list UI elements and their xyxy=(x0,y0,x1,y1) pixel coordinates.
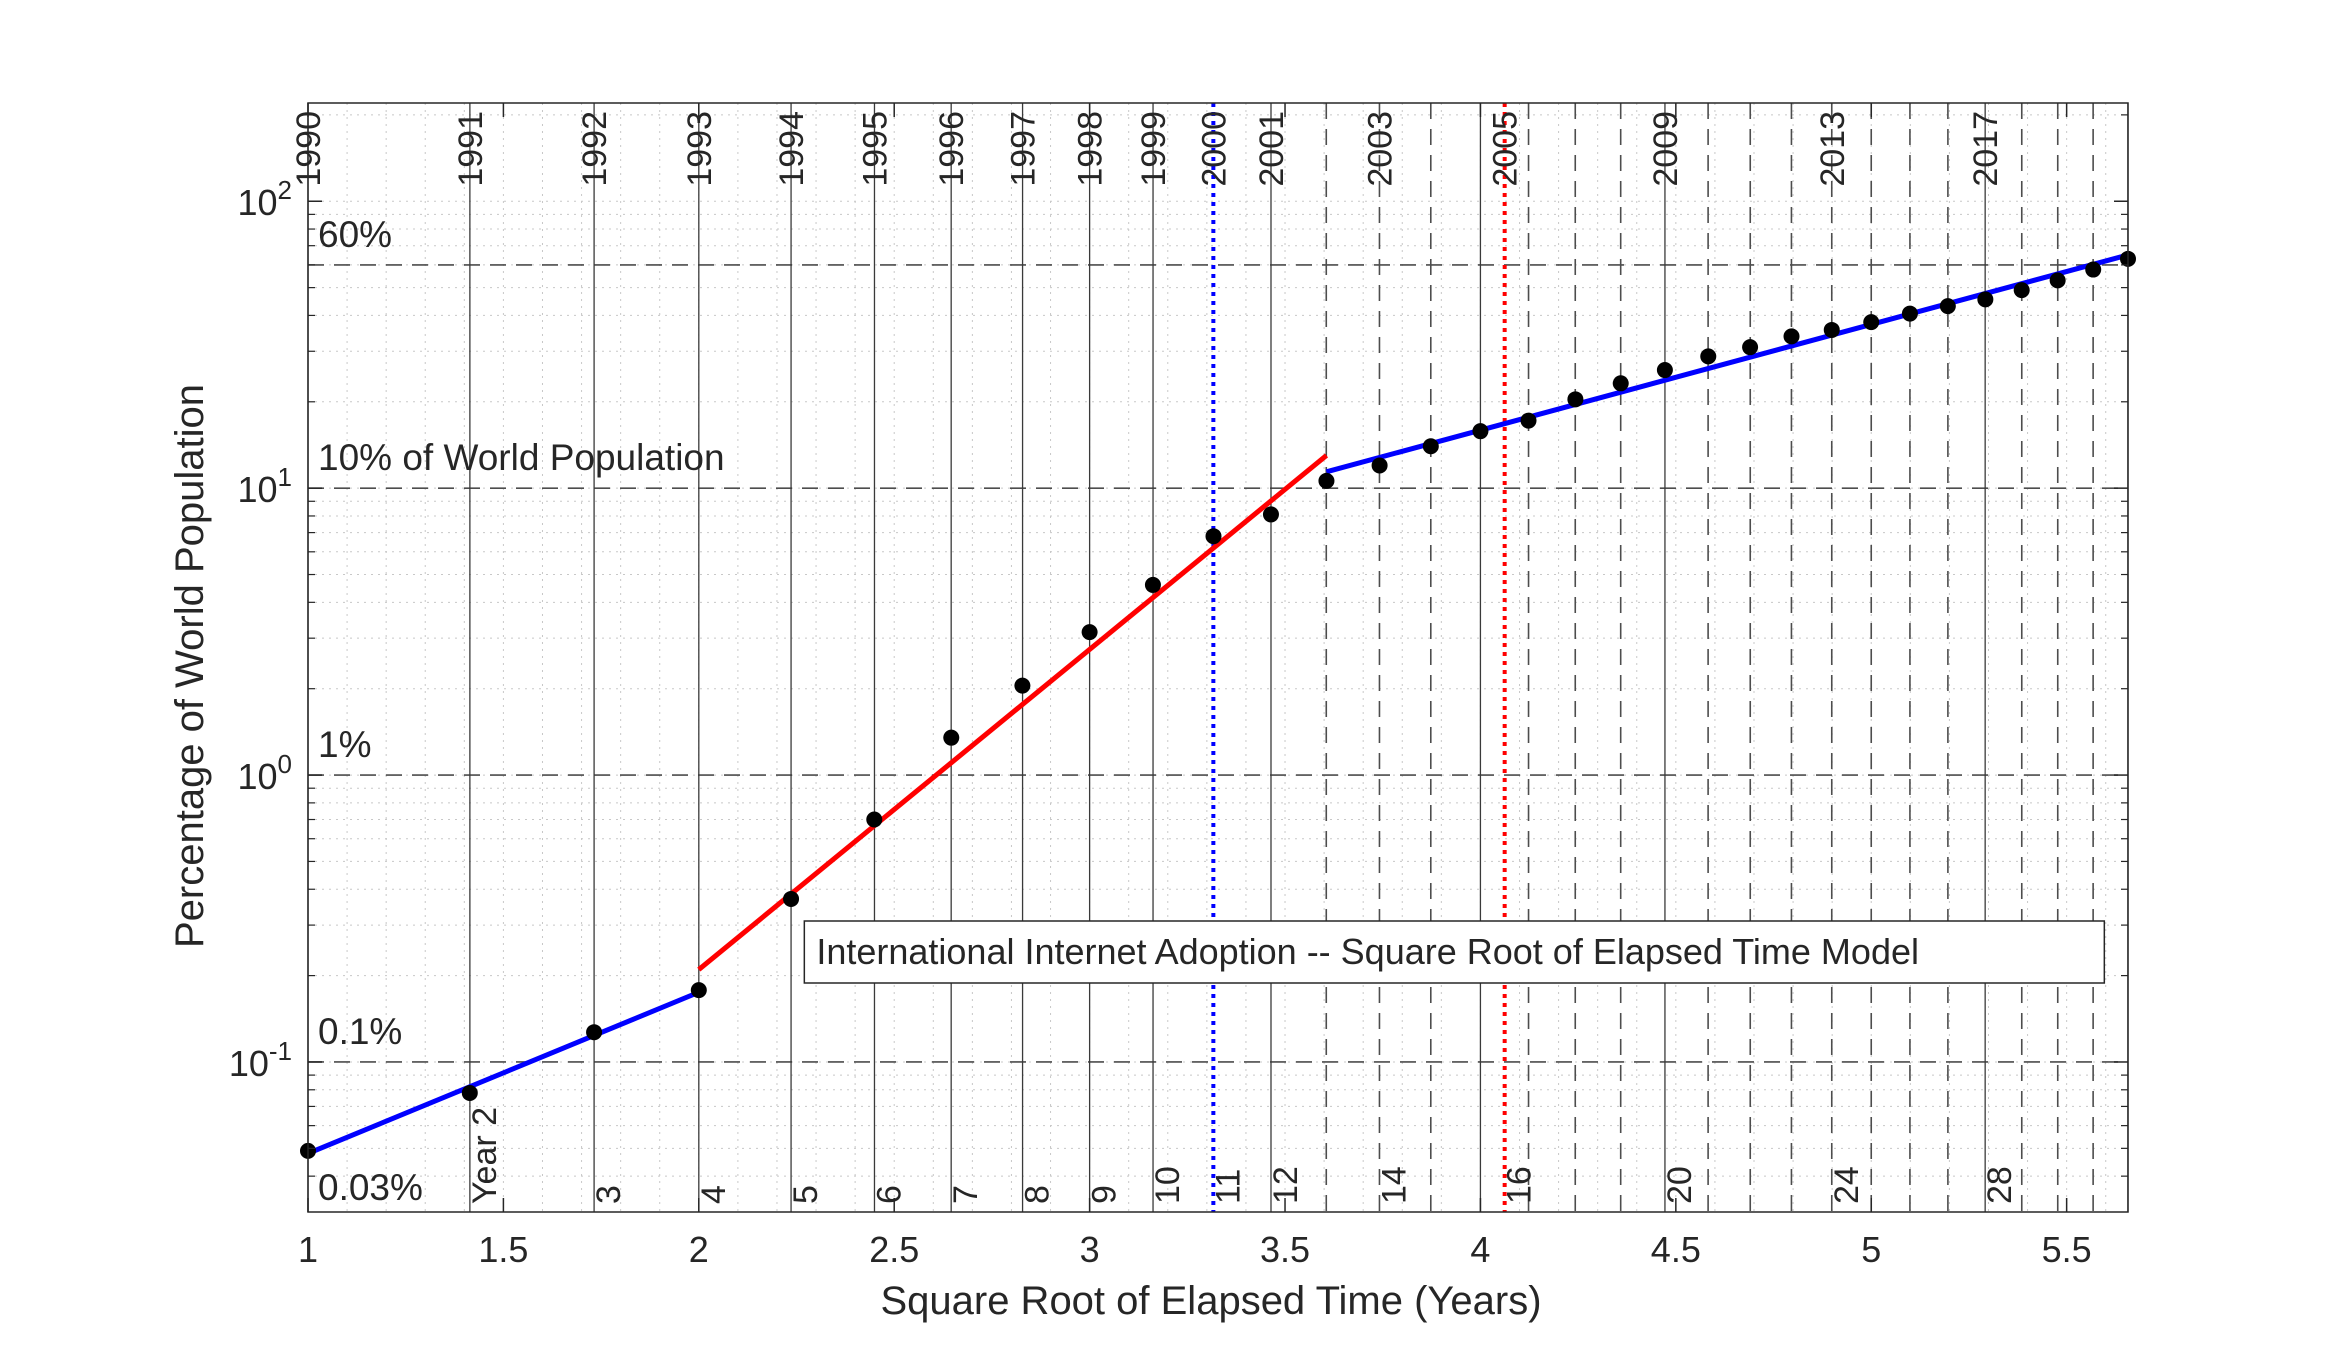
y-tick-label: 10-1 xyxy=(229,1036,292,1084)
elapsed-year-label: 11 xyxy=(1209,1169,1247,1204)
elapsed-year-label: 24 xyxy=(1828,1166,1866,1204)
data-point xyxy=(1318,472,1335,489)
data-point xyxy=(1081,624,1098,641)
plot-area-frame xyxy=(307,102,2129,1213)
elapsed-year-label: 5 xyxy=(787,1185,825,1204)
year-label: 1990 xyxy=(290,111,328,187)
data-point xyxy=(943,729,960,746)
threshold-label: 10% of World Population xyxy=(318,437,725,478)
year-label: 1994 xyxy=(773,111,811,187)
axis-ticks: 1 1.5 2 2.5 3 3.5 4 4.5 5 5.5 10-1 100 101 102 xyxy=(229,103,2128,1270)
annotation-text: International Internet Adoption -- Squar… xyxy=(816,931,1919,972)
annotation-box xyxy=(803,920,2106,984)
data-point xyxy=(2013,282,2030,299)
year-label: 2000 xyxy=(1195,111,1233,187)
data-point xyxy=(461,1084,478,1101)
year-label: 1992 xyxy=(576,111,614,187)
data-point xyxy=(1901,305,1918,322)
year-label: 2003 xyxy=(1361,111,1399,187)
elapsed-year-label: 10 xyxy=(1149,1166,1187,1204)
elapsed-year-label: 8 xyxy=(1019,1185,1057,1204)
year-label: 1991 xyxy=(452,111,490,187)
x-tick-label: 5.5 xyxy=(2042,1229,2092,1270)
year-label: 1998 xyxy=(1072,111,1110,187)
data-point xyxy=(1700,348,1717,365)
x-tick-label: 1 xyxy=(298,1229,318,1270)
y-tick-label: 101 xyxy=(237,462,292,510)
data-point xyxy=(1939,298,1956,315)
elapsed-year-label: 7 xyxy=(947,1185,985,1204)
x-tick-label: 2 xyxy=(689,1229,709,1270)
data-point xyxy=(1472,423,1489,440)
data-point xyxy=(1742,339,1759,356)
data-point xyxy=(783,890,800,907)
elapsed-year-label: 14 xyxy=(1375,1166,1413,1204)
data-point xyxy=(1863,314,1880,331)
threshold-label: 0.1% xyxy=(318,1011,402,1052)
x-tick-label: 1.5 xyxy=(478,1229,528,1270)
elapsed-year-label: 28 xyxy=(1981,1166,2019,1204)
x-tick-label: 3.5 xyxy=(1260,1229,1310,1270)
elapsed-year-label: 3 xyxy=(590,1185,628,1204)
y-tick-label: 102 xyxy=(237,175,292,223)
year-label: 1995 xyxy=(856,111,894,187)
year-label: 2005 xyxy=(1487,111,1525,187)
data-point xyxy=(1783,328,1800,345)
x-tick-label: 3 xyxy=(1080,1229,1100,1270)
data-point xyxy=(1014,677,1031,694)
bottom-left-label: 0.03% xyxy=(318,1167,423,1208)
data-points xyxy=(300,250,2136,1159)
year-labels: 1990 1991 Year 2 1992 3 1993 4 1994 5 1995 6 1996 7 1… xyxy=(290,111,2019,1204)
x-tick-label: 4.5 xyxy=(1651,1229,1701,1270)
year-label: 2001 xyxy=(1253,111,1291,187)
data-point xyxy=(1567,391,1584,408)
fit-line xyxy=(1325,252,2129,475)
y-axis-label: Percentage of World Population xyxy=(168,384,212,948)
year-label: 2017 xyxy=(1967,111,2005,187)
model-annotation-box: International Internet Adoption -- Squar… xyxy=(803,920,2106,984)
fit-lines xyxy=(307,252,2129,1156)
data-point xyxy=(1262,506,1279,523)
data-point xyxy=(1371,457,1388,474)
elapsed-year-label: 20 xyxy=(1661,1166,1699,1204)
data-point xyxy=(1656,362,1673,379)
threshold-lines xyxy=(308,264,2128,1063)
data-point xyxy=(1977,291,1994,308)
elapsed-year-label: 4 xyxy=(695,1185,733,1204)
threshold-labels: 0.1% 1% 10% of World Population 60% 0.03% xyxy=(318,214,725,1208)
data-point xyxy=(1823,321,1840,338)
elapsed-year-label: 16 xyxy=(1501,1166,1539,1204)
year-label: 2013 xyxy=(1814,111,1852,187)
x-tick-label: 5 xyxy=(1861,1229,1881,1270)
year-label: 1996 xyxy=(933,111,971,187)
elapsed-year-label: Year 2 xyxy=(466,1107,504,1204)
fit-line xyxy=(697,453,1329,972)
data-point xyxy=(1144,576,1161,593)
data-point xyxy=(2049,272,2066,289)
x-axis-label: Square Root of Elapsed Time (Years) xyxy=(880,1279,1541,1323)
fit-line xyxy=(307,989,700,1156)
x-tick-label: 2.5 xyxy=(869,1229,919,1270)
year-label: 1997 xyxy=(1005,111,1043,187)
year-label: 1993 xyxy=(681,111,719,187)
data-point xyxy=(1205,528,1222,545)
data-point xyxy=(866,811,883,828)
data-point xyxy=(1422,438,1439,455)
year-label: 2009 xyxy=(1647,111,1685,187)
x-tick-label: 4 xyxy=(1470,1229,1490,1270)
year-lines xyxy=(307,103,2129,1212)
year-label: 1999 xyxy=(1135,111,1173,187)
data-point xyxy=(690,982,707,999)
threshold-label: 1% xyxy=(318,724,371,765)
elapsed-year-label: 9 xyxy=(1086,1185,1124,1204)
elapsed-year-label: 6 xyxy=(870,1185,908,1204)
y-tick-label: 100 xyxy=(237,749,292,797)
elapsed-year-label: 12 xyxy=(1267,1166,1305,1204)
data-point xyxy=(1612,375,1629,392)
data-point xyxy=(586,1024,603,1041)
threshold-label: 60% xyxy=(318,214,392,255)
data-point xyxy=(2085,261,2102,278)
data-point xyxy=(1520,412,1537,429)
